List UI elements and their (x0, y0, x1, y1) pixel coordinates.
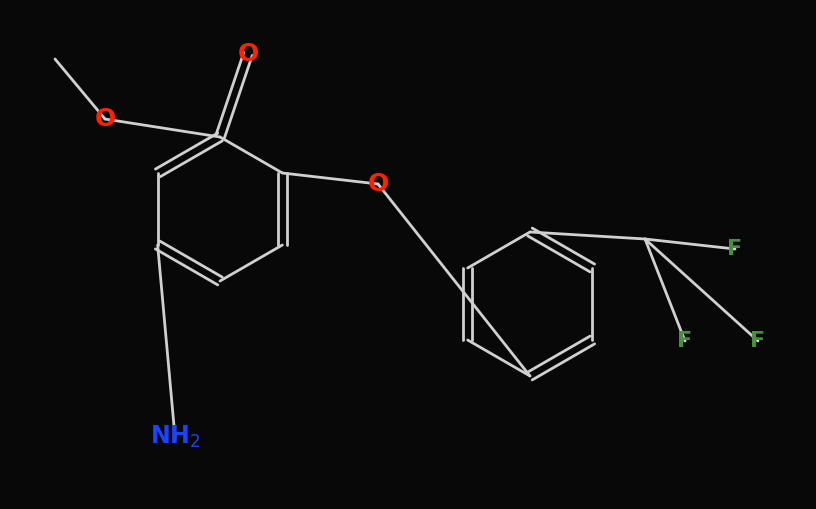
Text: O: O (237, 42, 259, 66)
Text: F: F (751, 331, 765, 351)
Text: O: O (367, 172, 388, 196)
Text: F: F (677, 331, 693, 351)
Text: F: F (727, 239, 743, 259)
Text: O: O (95, 107, 116, 131)
Text: NH$_2$: NH$_2$ (150, 424, 200, 450)
